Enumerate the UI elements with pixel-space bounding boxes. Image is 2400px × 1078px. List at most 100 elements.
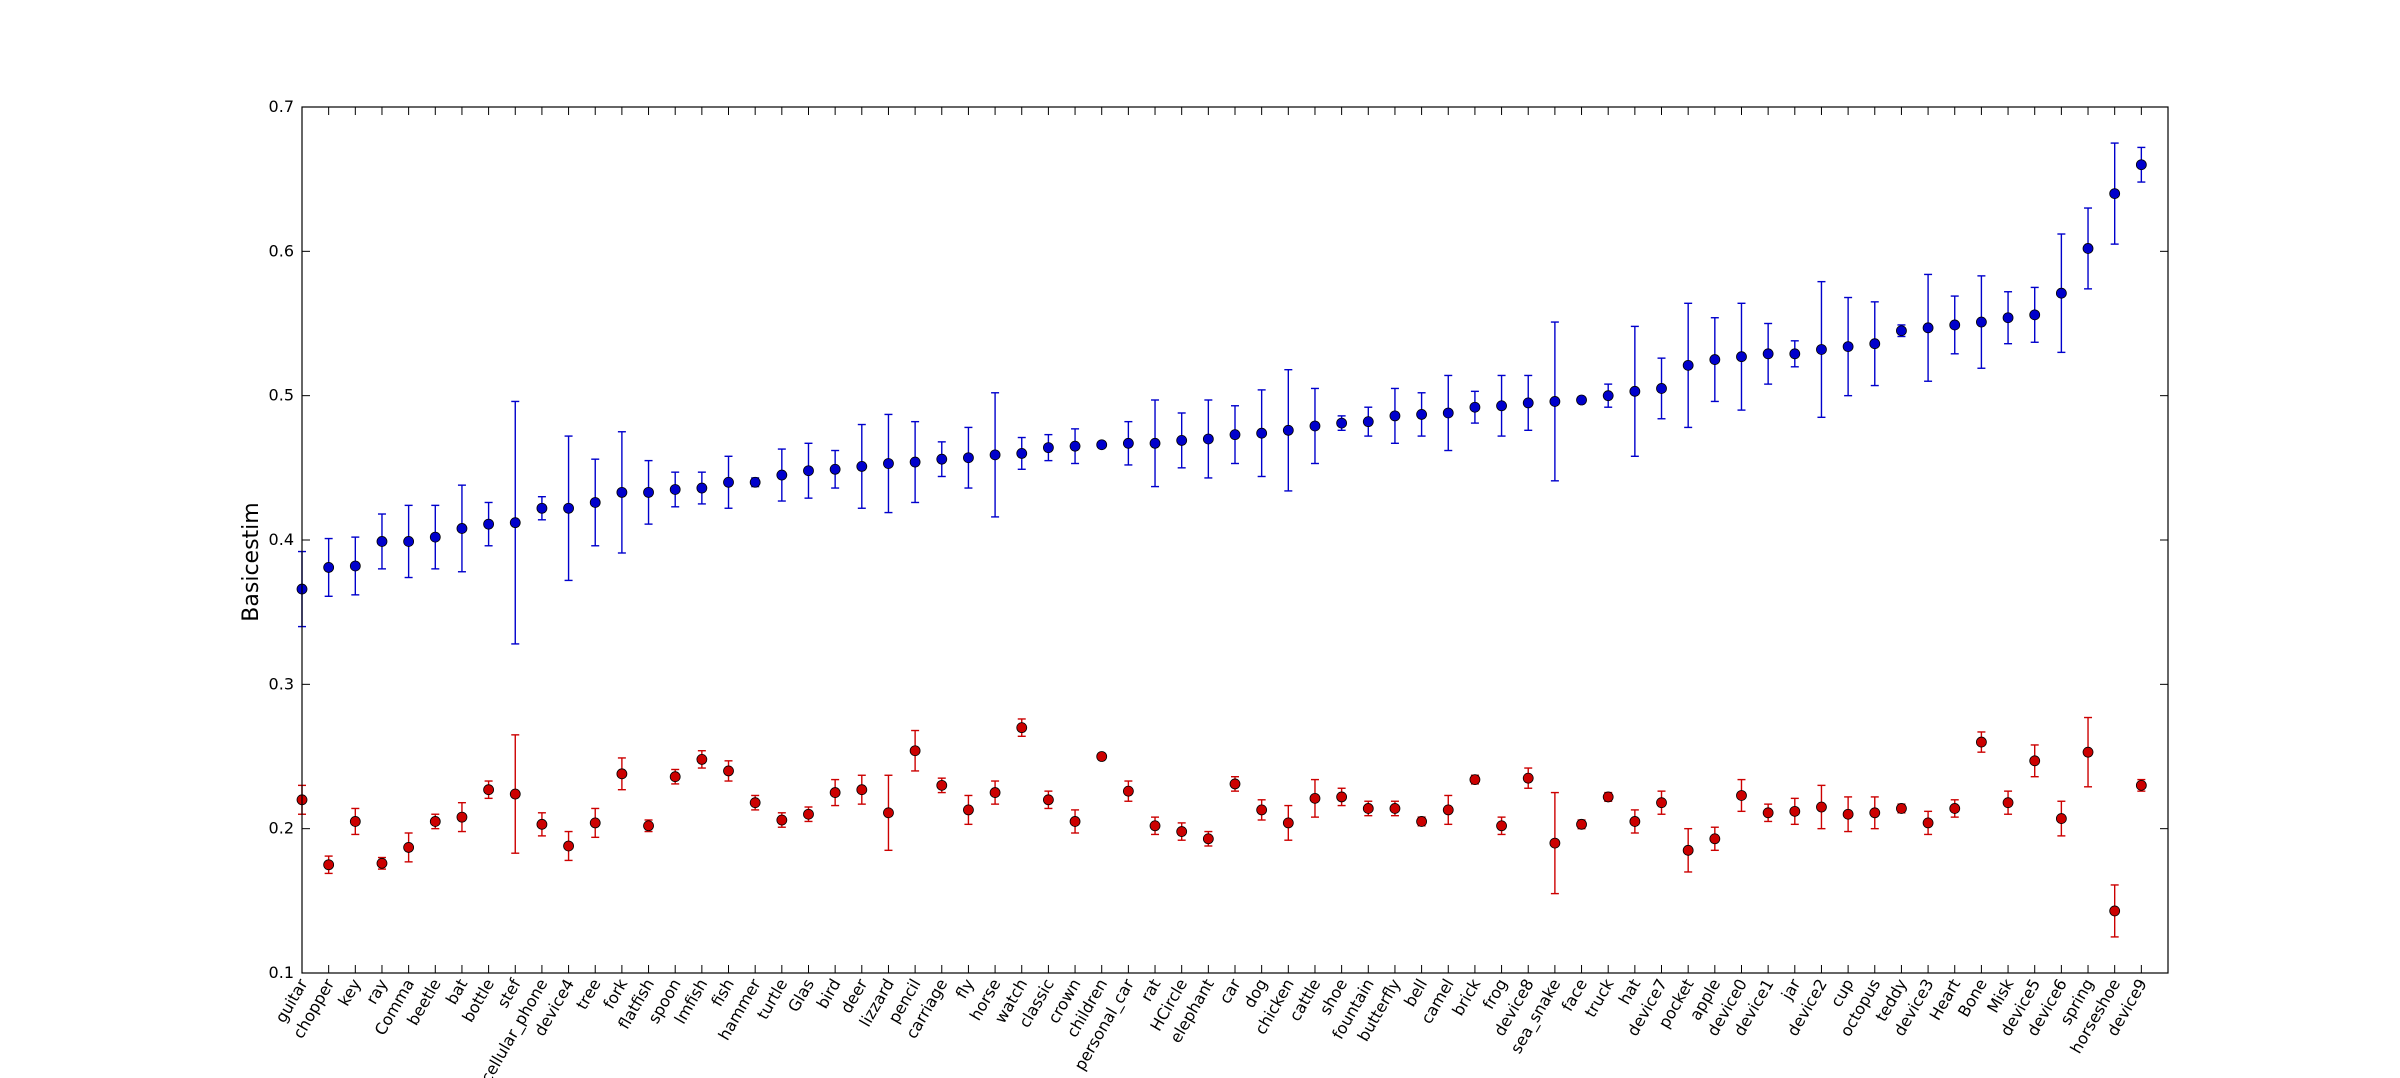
data-point xyxy=(429,816,441,827)
data-point xyxy=(1762,807,1774,819)
data-point xyxy=(1016,722,1028,734)
y-tick-label: 0.4 xyxy=(269,530,294,549)
data-point xyxy=(696,482,708,494)
data-point xyxy=(1842,341,1854,352)
data-point xyxy=(723,476,734,488)
data-point xyxy=(2135,159,2147,171)
data-point xyxy=(1282,817,1294,829)
data-point xyxy=(1229,778,1241,790)
data-point xyxy=(1762,348,1774,360)
data-point xyxy=(1496,400,1507,412)
data-point xyxy=(2055,287,2067,299)
data-point xyxy=(1602,390,1614,402)
data-point xyxy=(1869,338,1881,350)
data-point xyxy=(1336,417,1348,429)
data-point xyxy=(589,497,601,508)
data-point xyxy=(376,857,388,869)
data-point xyxy=(616,486,628,498)
data-point xyxy=(989,787,1001,798)
data-point xyxy=(1096,751,1108,762)
data-point xyxy=(456,811,468,823)
x-tick-label: brick xyxy=(1448,975,1484,1019)
data-point xyxy=(509,517,521,529)
data-point xyxy=(1816,801,1827,813)
data-point xyxy=(1522,772,1534,784)
data-point xyxy=(1202,833,1214,845)
y-tick-label: 0.5 xyxy=(269,386,294,405)
data-point xyxy=(1896,325,1907,337)
series-0 xyxy=(296,142,2147,645)
data-point xyxy=(856,460,868,472)
data-point xyxy=(1896,803,1907,814)
data-point xyxy=(1522,397,1534,409)
data-point xyxy=(909,745,921,757)
data-point xyxy=(776,814,788,826)
data-point xyxy=(749,476,761,488)
data-point xyxy=(536,818,548,830)
data-point xyxy=(723,765,734,777)
data-point xyxy=(936,453,948,465)
data-point xyxy=(1389,410,1401,422)
data-point xyxy=(1069,816,1081,827)
x-tick-label: fly xyxy=(952,976,978,1002)
data-point xyxy=(1149,437,1161,449)
data-point xyxy=(909,456,921,468)
data-point xyxy=(1229,429,1241,441)
data-point xyxy=(1656,383,1667,394)
data-point xyxy=(749,797,761,809)
data-point xyxy=(829,787,841,798)
data-point xyxy=(829,463,841,475)
data-point xyxy=(1469,774,1481,785)
data-point xyxy=(803,465,814,477)
data-point xyxy=(563,840,574,852)
data-point xyxy=(349,560,361,572)
data-point xyxy=(1122,785,1134,797)
data-point xyxy=(643,820,654,832)
data-point xyxy=(1789,348,1801,360)
y-tick-label: 0.1 xyxy=(269,963,294,982)
data-point xyxy=(1336,791,1348,803)
data-point xyxy=(376,536,388,547)
data-point xyxy=(403,536,415,547)
data-point xyxy=(1043,794,1054,806)
data-point xyxy=(1309,792,1321,804)
data-point xyxy=(1176,826,1188,837)
data-point xyxy=(883,458,894,469)
data-point xyxy=(1389,803,1401,814)
data-point xyxy=(1362,416,1374,428)
data-point xyxy=(323,859,335,871)
data-point xyxy=(643,486,654,498)
y-tick-label: 0.3 xyxy=(269,674,294,693)
data-point xyxy=(563,502,574,514)
data-point xyxy=(1682,844,1694,856)
data-point xyxy=(2082,746,2094,758)
data-point xyxy=(1602,791,1614,803)
data-point xyxy=(483,518,495,530)
data-point xyxy=(1709,833,1721,845)
data-point xyxy=(1576,394,1587,406)
data-point xyxy=(1362,803,1374,814)
y-axis: 0.1 0.2 0.3 0.4 0.5 0.6 0.7 xyxy=(269,97,2168,982)
data-point xyxy=(1736,790,1747,801)
data-point xyxy=(1629,385,1641,397)
data-point xyxy=(1096,439,1108,451)
data-point xyxy=(1442,407,1454,419)
data-point xyxy=(349,816,361,827)
x-tick-label: Bone xyxy=(1954,976,1991,1021)
data-point xyxy=(1069,440,1081,452)
data-point xyxy=(1949,803,1961,814)
data-point xyxy=(2055,813,2067,824)
y-tick-label: 0.7 xyxy=(269,97,294,116)
data-point xyxy=(856,784,868,796)
data-point xyxy=(989,449,1001,461)
data-point xyxy=(2135,779,2147,791)
data-point xyxy=(1256,804,1268,816)
data-point xyxy=(963,452,974,464)
data-point xyxy=(456,523,468,534)
data-point xyxy=(2029,755,2041,767)
data-point xyxy=(2082,243,2094,254)
y-axis-label: Basicestim xyxy=(239,502,264,621)
data-point xyxy=(1549,396,1561,407)
data-point xyxy=(2109,188,2121,200)
y-tick-label: 0.6 xyxy=(269,241,294,260)
